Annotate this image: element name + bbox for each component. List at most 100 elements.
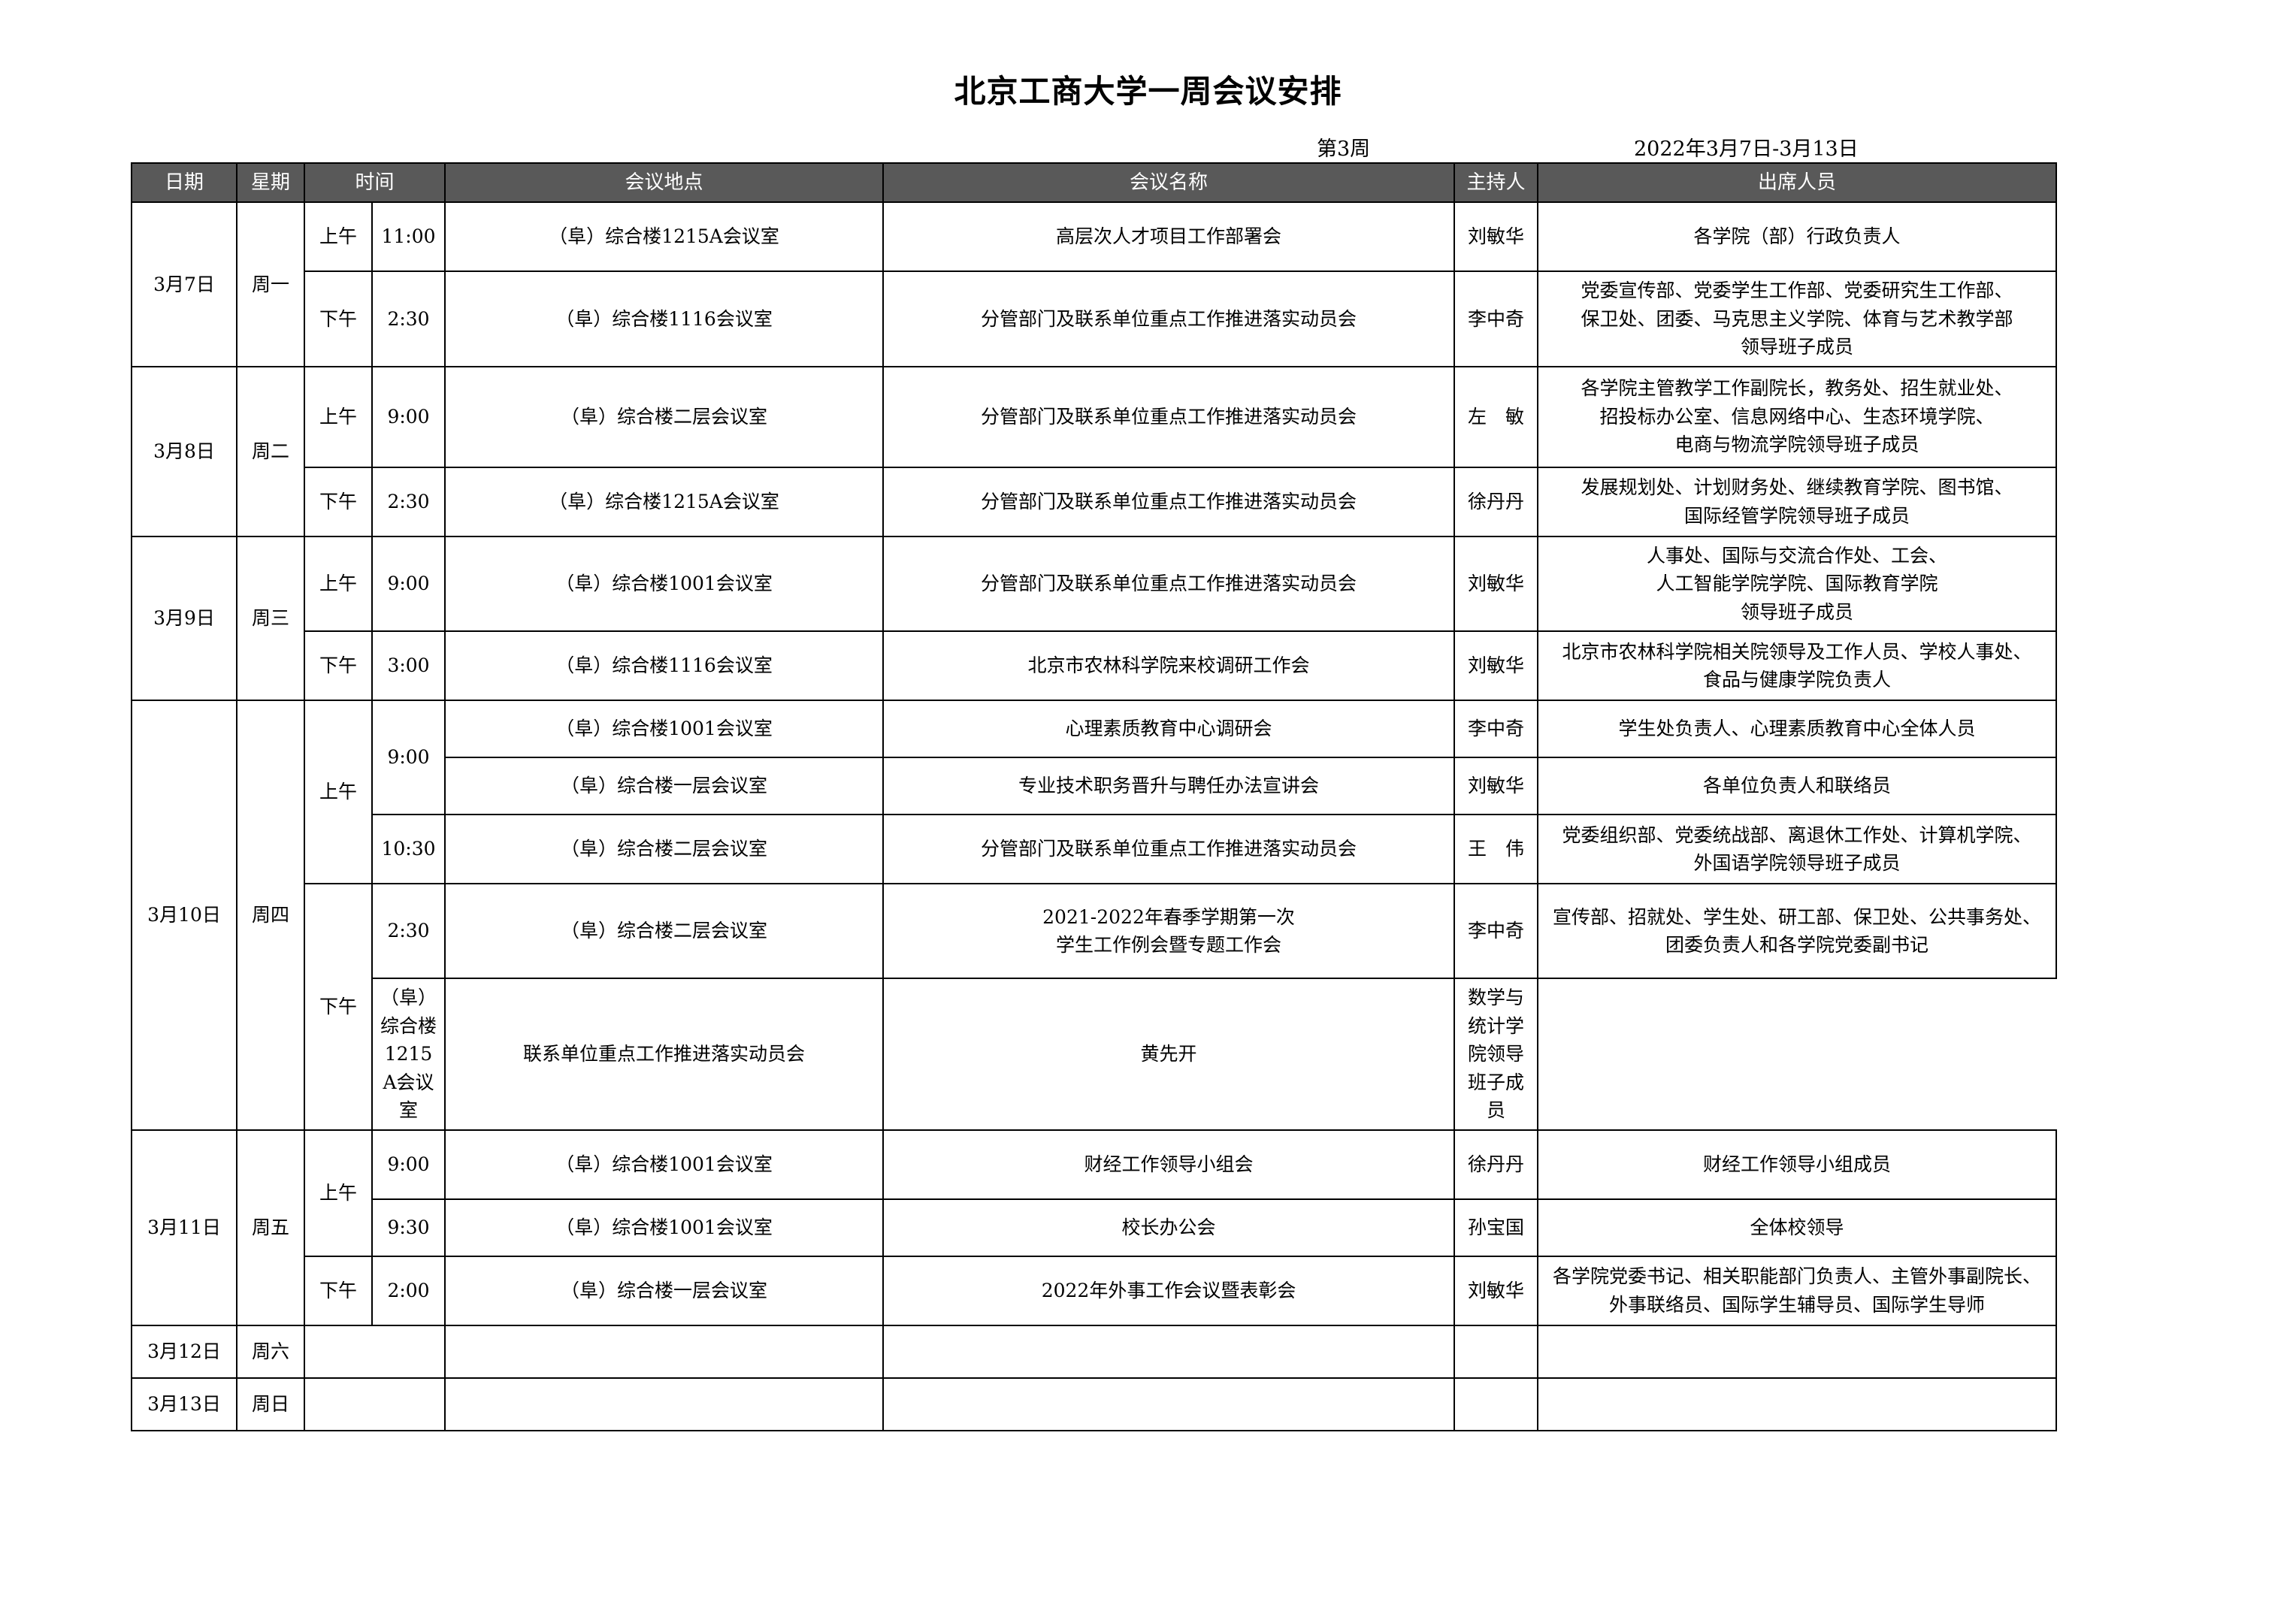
table-row: （阜）综合楼一层会议室 专业技术职务晋升与聘任办法宣讲会 刘敏华 各单位负责人和联络员 bbox=[132, 757, 2058, 815]
text-line: 国际经管学院领导班子成员 bbox=[1684, 504, 1910, 527]
cell-place: （阜）综合楼1215A会议室 bbox=[371, 978, 446, 1131]
cell-ampm: 上午 bbox=[304, 535, 373, 632]
cell-time: 2:00 bbox=[371, 1255, 446, 1326]
cell-host: 李中奇 bbox=[1454, 700, 1539, 758]
text-line: 保卫处、团委、马克思主义学院、体育与艺术教学部 bbox=[1581, 307, 2013, 330]
cell-attendees: 学生处负责人、心理素质教育中心全体人员 bbox=[1537, 700, 2058, 758]
cell-weekday: 周二 bbox=[236, 365, 305, 537]
cell-date: 3月8日 bbox=[131, 365, 237, 537]
cell-attendees: 数学与统计学院领导班子成员 bbox=[1454, 978, 1539, 1131]
cell-attendees: 发展规划处、计划财务处、继续教育学院、图书馆、 国际经管学院领导班子成员 bbox=[1537, 466, 2058, 537]
schedule-table-container: 日期 星期 时间 会议地点 会议名称 主持人 出席人员 3月7日 周一 上午 11:0… bbox=[131, 162, 2058, 1431]
text-line: 各学院主管教学工作副院长，教务处、招生就业处、 bbox=[1581, 377, 2013, 400]
column-header-weekday: 星期 bbox=[236, 162, 305, 203]
cell-place: （阜）综合楼一层会议室 bbox=[444, 757, 885, 815]
cell-attendees: 各学院党委书记、相关职能部门负责人、主管外事副院长、 外事联络员、国际学生辅导员、… bbox=[1537, 1255, 2058, 1326]
date-range-label: 2022年3月7日-3月13日 bbox=[1634, 138, 1859, 161]
text-line: 团委负责人和各学院党委副书记 bbox=[1665, 934, 1929, 956]
cell-host: 李中奇 bbox=[1454, 883, 1539, 979]
cell-host: 李中奇 bbox=[1454, 270, 1539, 367]
cell-subject: 分管部门及联系单位重点工作推进落实动员会 bbox=[882, 535, 1456, 632]
text-line: 党委宣传部、党委学生工作部、党委研究生工作部、 bbox=[1581, 280, 2013, 301]
table-row: 下午 2:30 （阜）综合楼1215A会议室 分管部门及联系单位重点工作推进落实动员会… bbox=[132, 466, 2058, 537]
cell-time: 3:00 bbox=[371, 630, 446, 701]
cell-attendees-empty bbox=[1537, 1324, 2058, 1379]
text-line: 外国语学院领导班子成员 bbox=[1693, 852, 1901, 874]
column-header-attendees: 出席人员 bbox=[1537, 162, 2058, 203]
cell-time: 9:00 bbox=[371, 1129, 446, 1200]
cell-date: 3月12日 bbox=[131, 1324, 237, 1379]
cell-weekday: 周五 bbox=[236, 1129, 305, 1326]
cell-attendees: 财经工作领导小组成员 bbox=[1537, 1129, 2058, 1200]
column-header-subject: 会议名称 bbox=[882, 162, 1456, 203]
cell-weekday: 周日 bbox=[236, 1377, 305, 1431]
meeting-schedule-table: 日期 星期 时间 会议地点 会议名称 主持人 出席人员 3月7日 周一 上午 11:0… bbox=[131, 162, 2058, 1431]
cell-time: 9:30 bbox=[371, 1198, 446, 1257]
text-line: 宣传部、招就处、学生处、研工部、保卫处、公共事务处、 bbox=[1553, 905, 2042, 928]
cell-ampm: 下午 bbox=[304, 270, 373, 367]
cell-subject: 分管部门及联系单位重点工作推进落实动员会 bbox=[882, 466, 1456, 537]
cell-place: （阜）综合楼二层会议室 bbox=[444, 814, 885, 884]
table-body: 3月7日 周一 上午 11:00 （阜）综合楼1215A会议室 高层次人才项目工作部署会刘… bbox=[131, 201, 2058, 1431]
text-line: 人工智能学院学院、国际教育学院 bbox=[1656, 573, 1938, 594]
cell-subject: 心理素质教育中心调研会 bbox=[882, 700, 1456, 758]
cell-time-empty bbox=[303, 1324, 446, 1379]
cell-time: 11:00 bbox=[371, 201, 446, 272]
text-line: 外事联络员、国际学生辅导员、国际学生导师 bbox=[1609, 1293, 1986, 1316]
table-row: 10:30 （阜）综合楼二层会议室 分管部门及联系单位重点工作推进落实动员会王 伟党… bbox=[132, 814, 2058, 884]
cell-place: （阜）综合楼1215A会议室 bbox=[444, 466, 885, 537]
text-line: 电商与物流学院领导班子成员 bbox=[1674, 434, 1919, 456]
cell-time: 9:00 bbox=[371, 535, 446, 632]
cell-date: 3月9日 bbox=[131, 535, 237, 701]
cell-attendees: 各单位负责人和联络员 bbox=[1537, 757, 2058, 815]
week-number-label: 第3周 bbox=[1317, 138, 1371, 161]
cell-attendees: 全体校领导 bbox=[1537, 1198, 2058, 1257]
cell-ampm: 下午 bbox=[304, 466, 373, 537]
cell-date: 3月10日 bbox=[131, 700, 237, 1131]
text-line: 领导班子成员 bbox=[1741, 336, 1854, 358]
cell-ampm: 下午 bbox=[304, 1255, 373, 1326]
column-header-time: 时间 bbox=[303, 162, 446, 203]
cell-attendees: 北京市农林科学院相关院领导及工作人员、学校人事处、 食品与健康学院负责人 bbox=[1537, 630, 2058, 701]
cell-weekday: 周三 bbox=[236, 535, 305, 701]
cell-attendees: 宣传部、招就处、学生处、研工部、保卫处、公共事务处、 团委负责人和各学院党委副书记 bbox=[1537, 883, 2058, 979]
cell-attendees: 人事处、国际与交流合作处、工会、 人工智能学院学院、国际教育学院 领导班子成员 bbox=[1537, 535, 2058, 632]
cell-host: 徐丹丹 bbox=[1454, 1129, 1539, 1200]
cell-attendees-empty bbox=[1537, 1377, 2058, 1431]
cell-place: （阜）综合楼1215A会议室 bbox=[444, 201, 885, 272]
cell-subject: 校长办公会 bbox=[882, 1198, 1456, 1257]
text-line: 学生工作例会暨专题工作会 bbox=[1056, 934, 1282, 956]
cell-host-empty bbox=[1454, 1377, 1539, 1431]
cell-weekday: 周六 bbox=[236, 1324, 305, 1379]
table-row: 下午 2:00 （阜）综合楼一层会议室 2022年外事工作会议暨表彰会 刘敏华 各学院党委… bbox=[132, 1255, 2058, 1326]
cell-ampm: 下午 bbox=[304, 883, 373, 1131]
cell-subject: 财经工作领导小组会 bbox=[882, 1129, 1456, 1200]
cell-host: 王 伟 bbox=[1454, 814, 1539, 884]
cell-host: 刘敏华 bbox=[1454, 201, 1539, 272]
cell-host: 刘敏华 bbox=[1454, 535, 1539, 632]
cell-attendees: 各学院主管教学工作副院长，教务处、招生就业处、 招投标办公室、信息网络中心、生态环… bbox=[1537, 365, 2058, 468]
text-line: 2021-2022年春季学期第一次 bbox=[1042, 905, 1295, 928]
text-line: 北京市农林科学院相关院领导及工作人员、学校人事处、 bbox=[1562, 640, 2032, 663]
column-header-date: 日期 bbox=[131, 162, 237, 203]
table-row: 3月9日 周三 上午 9:00 （阜）综合楼1001会议室 分管部门及联系单位重点工作推进… bbox=[131, 535, 2058, 701]
text-line: 人事处、国际与交流合作处、工会、 bbox=[1647, 544, 1948, 567]
table-row: 3月10日 周四 上午 9:00 （阜）综合楼1001会议室 心理素质教育中心调研会 李中奇… bbox=[131, 700, 2058, 1131]
cell-place: （阜）综合楼1116会议室 bbox=[444, 630, 885, 701]
table-row: 3月13日 周日 bbox=[131, 1377, 2058, 1431]
cell-subject-empty bbox=[882, 1377, 1456, 1431]
cell-ampm: 上午 bbox=[304, 365, 373, 468]
cell-place: （阜）综合楼一层会议室 bbox=[444, 1255, 885, 1326]
cell-ampm: 上午 bbox=[304, 1129, 373, 1257]
table-row: 9:30 （阜）综合楼1001会议室 校长办公会 孙宝国 全体校领导 bbox=[132, 1198, 2058, 1257]
cell-host: 左 敏 bbox=[1454, 365, 1539, 468]
table-row: （阜）综合楼1215A会议室 联系单位重点工作推进落实动员会 黄先开 数学与统计学院领… bbox=[132, 978, 2056, 1131]
table-row: 3月8日 周二 上午 9:00 （阜）综合楼二层会议室 分管部门及联系单位重点工作推进落实… bbox=[131, 365, 2058, 537]
cell-attendees: 党委宣传部、党委学生工作部、党委研究生工作部、 保卫处、团委、马克思主义学院、体育… bbox=[1537, 270, 2058, 367]
cell-date: 3月13日 bbox=[131, 1377, 237, 1431]
table-row: 3月7日 周一 上午 11:00 （阜）综合楼1215A会议室 高层次人才项目工作部署会刘… bbox=[131, 201, 2058, 367]
cell-attendees: 党委组织部、党委统战部、离退休工作处、计算机学院、 外国语学院领导班子成员 bbox=[1537, 814, 2058, 884]
cell-weekday: 周四 bbox=[236, 700, 305, 1131]
cell-place: （阜）综合楼二层会议室 bbox=[444, 365, 885, 468]
cell-subject: 专业技术职务晋升与聘任办法宣讲会 bbox=[882, 757, 1456, 815]
